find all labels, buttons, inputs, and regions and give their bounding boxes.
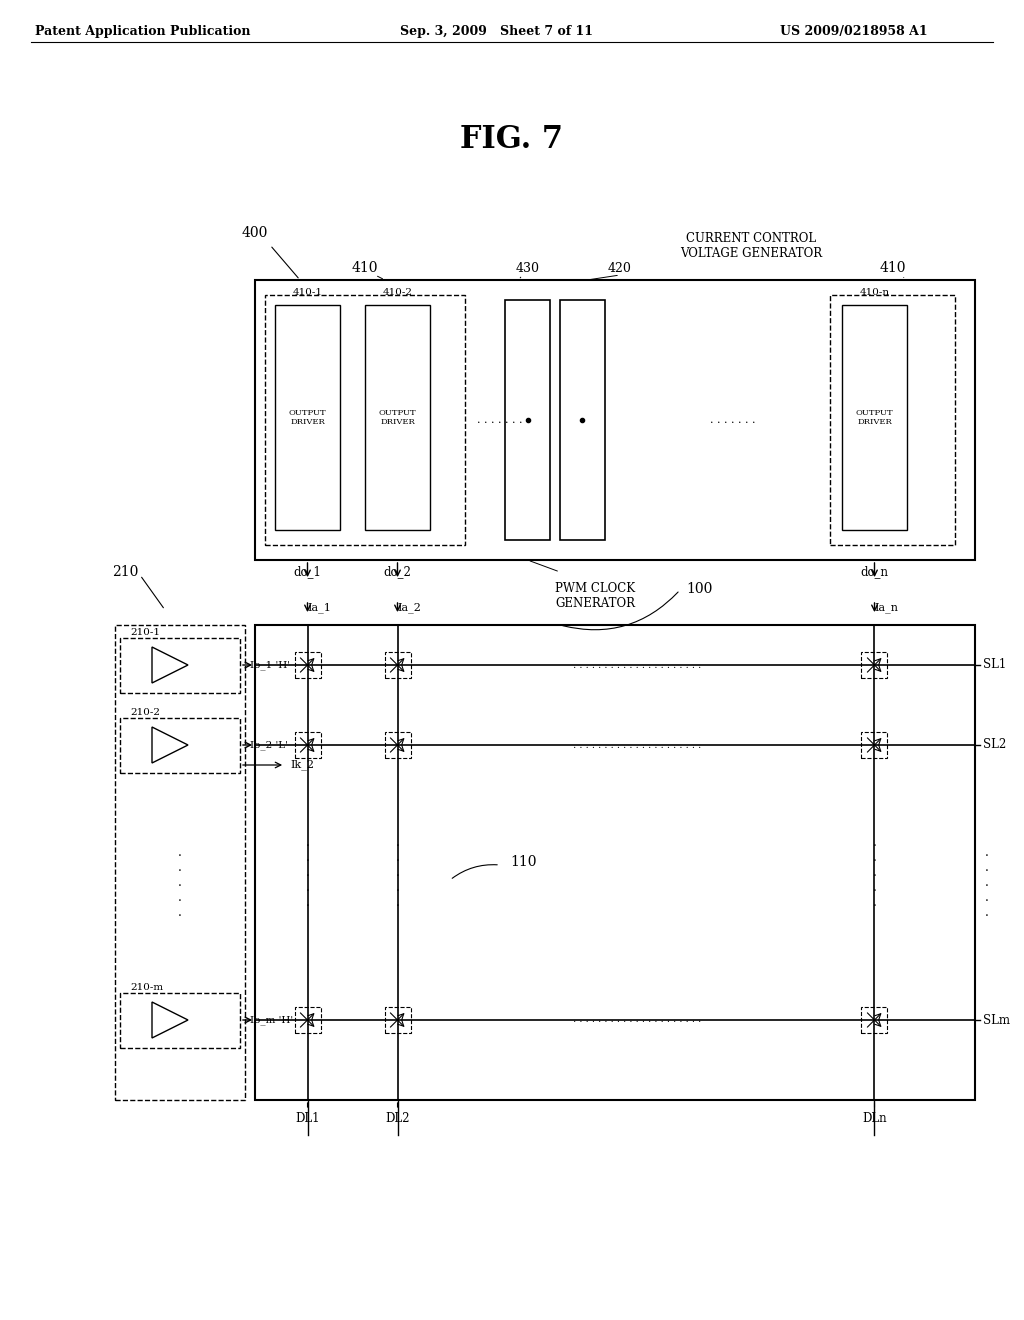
Text: DL1: DL1 (295, 1111, 319, 1125)
Text: 400: 400 (242, 226, 268, 240)
Bar (265, 294, 465, 545)
Text: Patent Application Publication: Patent Application Publication (35, 25, 251, 38)
Bar (365, 305, 430, 531)
Text: Io_m 'H': Io_m 'H' (250, 1015, 293, 1024)
Text: .
.
.
.
.: . . . . . (872, 836, 877, 909)
Text: US 2009/0218958 A1: US 2009/0218958 A1 (780, 25, 928, 38)
Text: 410-n: 410-n (859, 288, 890, 297)
Text: . . . . . . .: . . . . . . . (477, 414, 522, 425)
Text: OUTPUT
DRIVER: OUTPUT DRIVER (856, 409, 893, 426)
Text: .
.
.
.
.: . . . . . (305, 836, 309, 909)
Text: .
.
.
.
.: . . . . . (985, 846, 989, 919)
Text: . . . . . . . . . . . . . . . . . . . . .: . . . . . . . . . . . . . . . . . . . . … (570, 1015, 701, 1024)
Bar (120, 638, 240, 693)
Bar (115, 624, 245, 1100)
Text: . . . . . . . . . . . . . . . . . . . . .: . . . . . . . . . . . . . . . . . . . . … (570, 660, 701, 669)
Text: PWM CLOCK
GENERATOR: PWM CLOCK GENERATOR (555, 582, 635, 610)
Bar (384, 652, 411, 678)
Bar (384, 733, 411, 758)
Bar (120, 993, 240, 1048)
Text: Ia_n: Ia_n (874, 602, 898, 612)
Text: CURRENT CONTROL
VOLTAGE GENERATOR: CURRENT CONTROL VOLTAGE GENERATOR (680, 232, 822, 260)
Bar (120, 718, 240, 774)
Text: 100: 100 (687, 582, 713, 597)
Text: do_n: do_n (860, 565, 889, 578)
Bar (830, 294, 955, 545)
Text: 110: 110 (510, 855, 537, 869)
Bar (384, 1007, 411, 1034)
Text: SLm: SLm (983, 1014, 1010, 1027)
Bar (275, 305, 340, 531)
Text: Sep. 3, 2009   Sheet 7 of 11: Sep. 3, 2009 Sheet 7 of 11 (400, 25, 593, 38)
Text: 420: 420 (608, 261, 632, 275)
Bar (560, 300, 605, 540)
Text: Ik_2: Ik_2 (290, 759, 314, 771)
Bar (255, 280, 975, 560)
Text: 210-1: 210-1 (130, 628, 160, 638)
Text: do_2: do_2 (384, 565, 412, 578)
Text: OUTPUT
DRIVER: OUTPUT DRIVER (379, 409, 417, 426)
Bar (295, 733, 321, 758)
Bar (861, 652, 888, 678)
Bar (842, 305, 907, 531)
Text: DLn: DLn (862, 1111, 887, 1125)
Bar (295, 652, 321, 678)
Text: FIG. 7: FIG. 7 (461, 124, 563, 156)
Text: Ia_1: Ia_1 (307, 602, 332, 612)
Text: 210-m: 210-m (130, 983, 163, 993)
Bar (295, 1007, 321, 1034)
Text: OUTPUT
DRIVER: OUTPUT DRIVER (289, 409, 327, 426)
Bar (255, 624, 975, 1100)
Text: 410-2: 410-2 (383, 288, 413, 297)
Text: .
.
.
.
.: . . . . . (178, 846, 182, 919)
Text: 410: 410 (352, 261, 378, 275)
Text: SL1: SL1 (983, 659, 1007, 672)
Text: 210-2: 210-2 (130, 708, 160, 717)
Bar (505, 300, 550, 540)
Text: DL2: DL2 (385, 1111, 410, 1125)
Text: Ia_2: Ia_2 (397, 602, 421, 612)
Text: Io_1 'H': Io_1 'H' (250, 660, 290, 669)
Bar (861, 1007, 888, 1034)
Text: do_1: do_1 (294, 565, 322, 578)
Text: SL2: SL2 (983, 738, 1007, 751)
Text: Io_2 'L': Io_2 'L' (250, 741, 288, 750)
Text: 410: 410 (880, 261, 906, 275)
Text: 410-1: 410-1 (293, 288, 323, 297)
Text: . . . . . . . . . . . . . . . . . . . . .: . . . . . . . . . . . . . . . . . . . . … (570, 741, 701, 750)
Text: 210: 210 (112, 565, 138, 579)
Text: . . . . . . .: . . . . . . . (710, 414, 756, 425)
Bar (861, 733, 888, 758)
Text: .
.
.
.
.: . . . . . (395, 836, 399, 909)
Text: 430: 430 (515, 261, 540, 275)
